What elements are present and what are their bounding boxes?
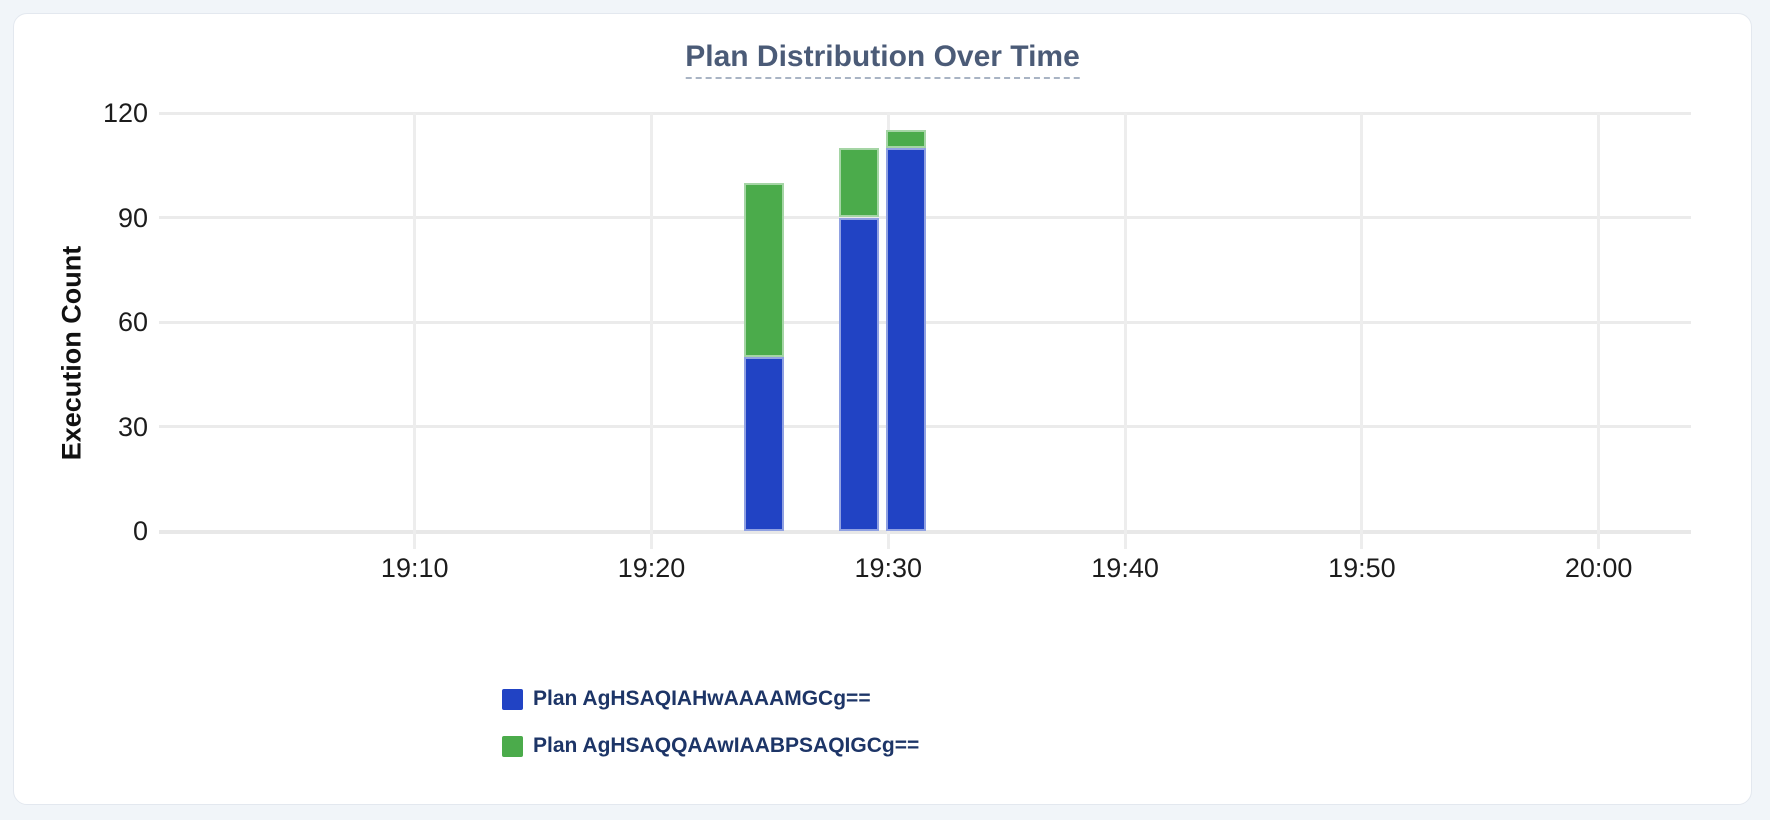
v-gridline	[1360, 113, 1364, 549]
x-tick-label: 20:00	[1564, 553, 1633, 583]
h-gridline	[159, 111, 1691, 115]
legend-label: Plan AgHSAQQAAwIAABPSAQIGCg==	[533, 734, 920, 757]
legend-item[interactable]: Plan AgHSAQIAHwAAAAMGCg==	[502, 687, 919, 711]
legend-label: Plan AgHSAQIAHwAAAAMGCg==	[533, 687, 871, 710]
y-tick-label: 90	[117, 202, 148, 233]
chart-card: Plan Distribution Over Time Execution Co…	[13, 13, 1752, 805]
x-tick-label: 19:30	[854, 553, 923, 583]
v-gridline	[1597, 113, 1601, 549]
y-tick-label: 30	[117, 411, 148, 442]
h-gridline	[159, 529, 1691, 534]
bar-segment[interactable]	[838, 217, 879, 531]
chart-title[interactable]: Plan Distribution Over Time	[685, 42, 1080, 79]
legend-swatch-icon	[502, 735, 523, 757]
x-tick-label: 19:40	[1091, 553, 1159, 583]
v-gridline	[650, 113, 653, 549]
bar-segment[interactable]	[885, 130, 927, 148]
legend-item[interactable]: Plan AgHSAQQAAwIAABPSAQIGCg==	[502, 734, 919, 758]
bar-segment[interactable]	[743, 356, 785, 531]
legend-swatch-icon	[502, 688, 523, 710]
bar-segment[interactable]	[743, 182, 785, 357]
y-tick-label: 60	[117, 307, 148, 337]
x-tick-label: 19:10	[380, 553, 449, 583]
y-tick-label: 120	[102, 98, 148, 128]
legend: Plan AgHSAQIAHwAAAAMGCg== Plan AgHSAQQAAw…	[502, 687, 919, 758]
bar-segment[interactable]	[838, 147, 879, 218]
v-gridline	[1123, 113, 1127, 549]
y-tick-label: 0	[132, 516, 148, 546]
v-gridline	[413, 113, 417, 549]
x-tick-label: 19:50	[1328, 553, 1396, 583]
x-tick-label: 19:20	[617, 553, 686, 583]
bar-segment[interactable]	[885, 147, 927, 531]
